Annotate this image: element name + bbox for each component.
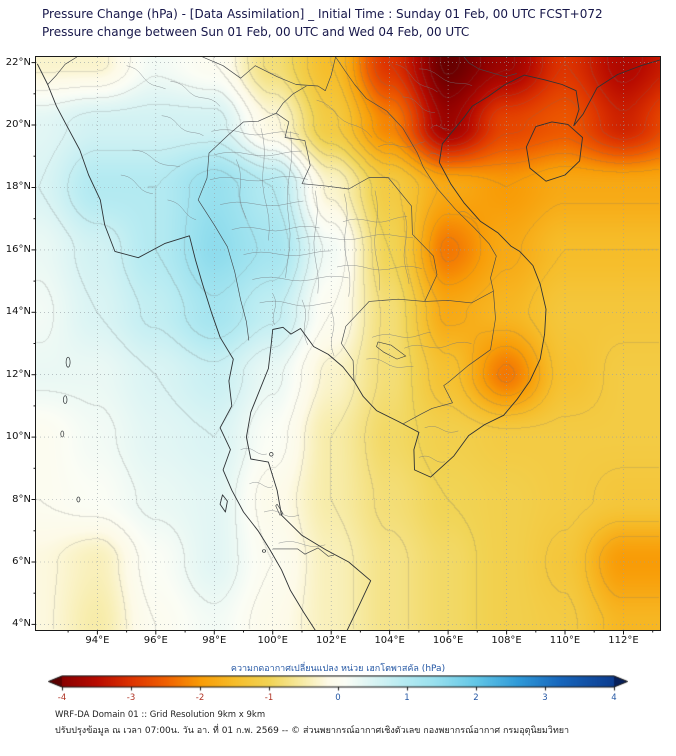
y-tick-label: 6°N	[12, 555, 31, 567]
x-tick-label: 102°E	[315, 635, 347, 646]
x-tick-label: 100°E	[257, 635, 288, 646]
x-tick-label: 110°E	[549, 635, 581, 646]
x-tick-label: 108°E	[491, 635, 522, 646]
y-tick-label: 20°N	[5, 119, 31, 131]
colorbar-tick-label: 2	[473, 693, 479, 703]
y-tick-label: 16°N	[5, 243, 31, 255]
y-tick-label: 4°N	[12, 618, 31, 630]
footer-update-info: ปรับปรุงข้อมูล ณ เวลา 07:00น. วัน อา. ที…	[55, 726, 570, 736]
x-tick-label: 96°E	[143, 635, 168, 646]
x-tick-label: 106°E	[432, 635, 464, 646]
colorbar-tick-label: 3	[542, 693, 548, 703]
colorbar-tick-label: -3	[126, 693, 136, 703]
x-tick-label: 94°E	[85, 635, 110, 646]
colorbar-tick-label: -1	[264, 693, 274, 703]
footer-domain-info: WRF-DA Domain 01 :: Grid Resolution 9km …	[55, 710, 266, 720]
chart-title: Pressure Change (hPa) - [Data Assimilati…	[42, 7, 603, 21]
chart-subtitle: Pressure change between Sun 01 Feb, 00 U…	[42, 25, 470, 39]
x-tick-label: 112°E	[608, 635, 639, 646]
y-tick-label: 12°N	[5, 368, 31, 380]
colorbar-tick-label: -2	[195, 693, 205, 703]
colorbar-tick-label: 4	[611, 693, 617, 703]
y-tick-label: 8°N	[12, 493, 31, 505]
colorbar-title: ความกดอากาศเปลี่ยนแปลง หน่วย เฮกโตพาสคัล…	[230, 664, 446, 674]
colorbar-tick-label: 1	[404, 693, 410, 703]
pressure-field-heatmap	[36, 57, 660, 630]
colorbar	[48, 675, 628, 692]
y-tick-label: 10°N	[5, 431, 31, 443]
colorbar-tick-label: -4	[57, 693, 67, 703]
x-tick-label: 98°E	[202, 635, 227, 646]
y-tick-label: 18°N	[5, 181, 31, 193]
colorbar-tick-label: 0	[335, 693, 341, 703]
y-tick-label: 22°N	[5, 56, 31, 68]
y-tick-label: 14°N	[5, 306, 31, 318]
x-tick-label: 104°E	[374, 635, 405, 646]
